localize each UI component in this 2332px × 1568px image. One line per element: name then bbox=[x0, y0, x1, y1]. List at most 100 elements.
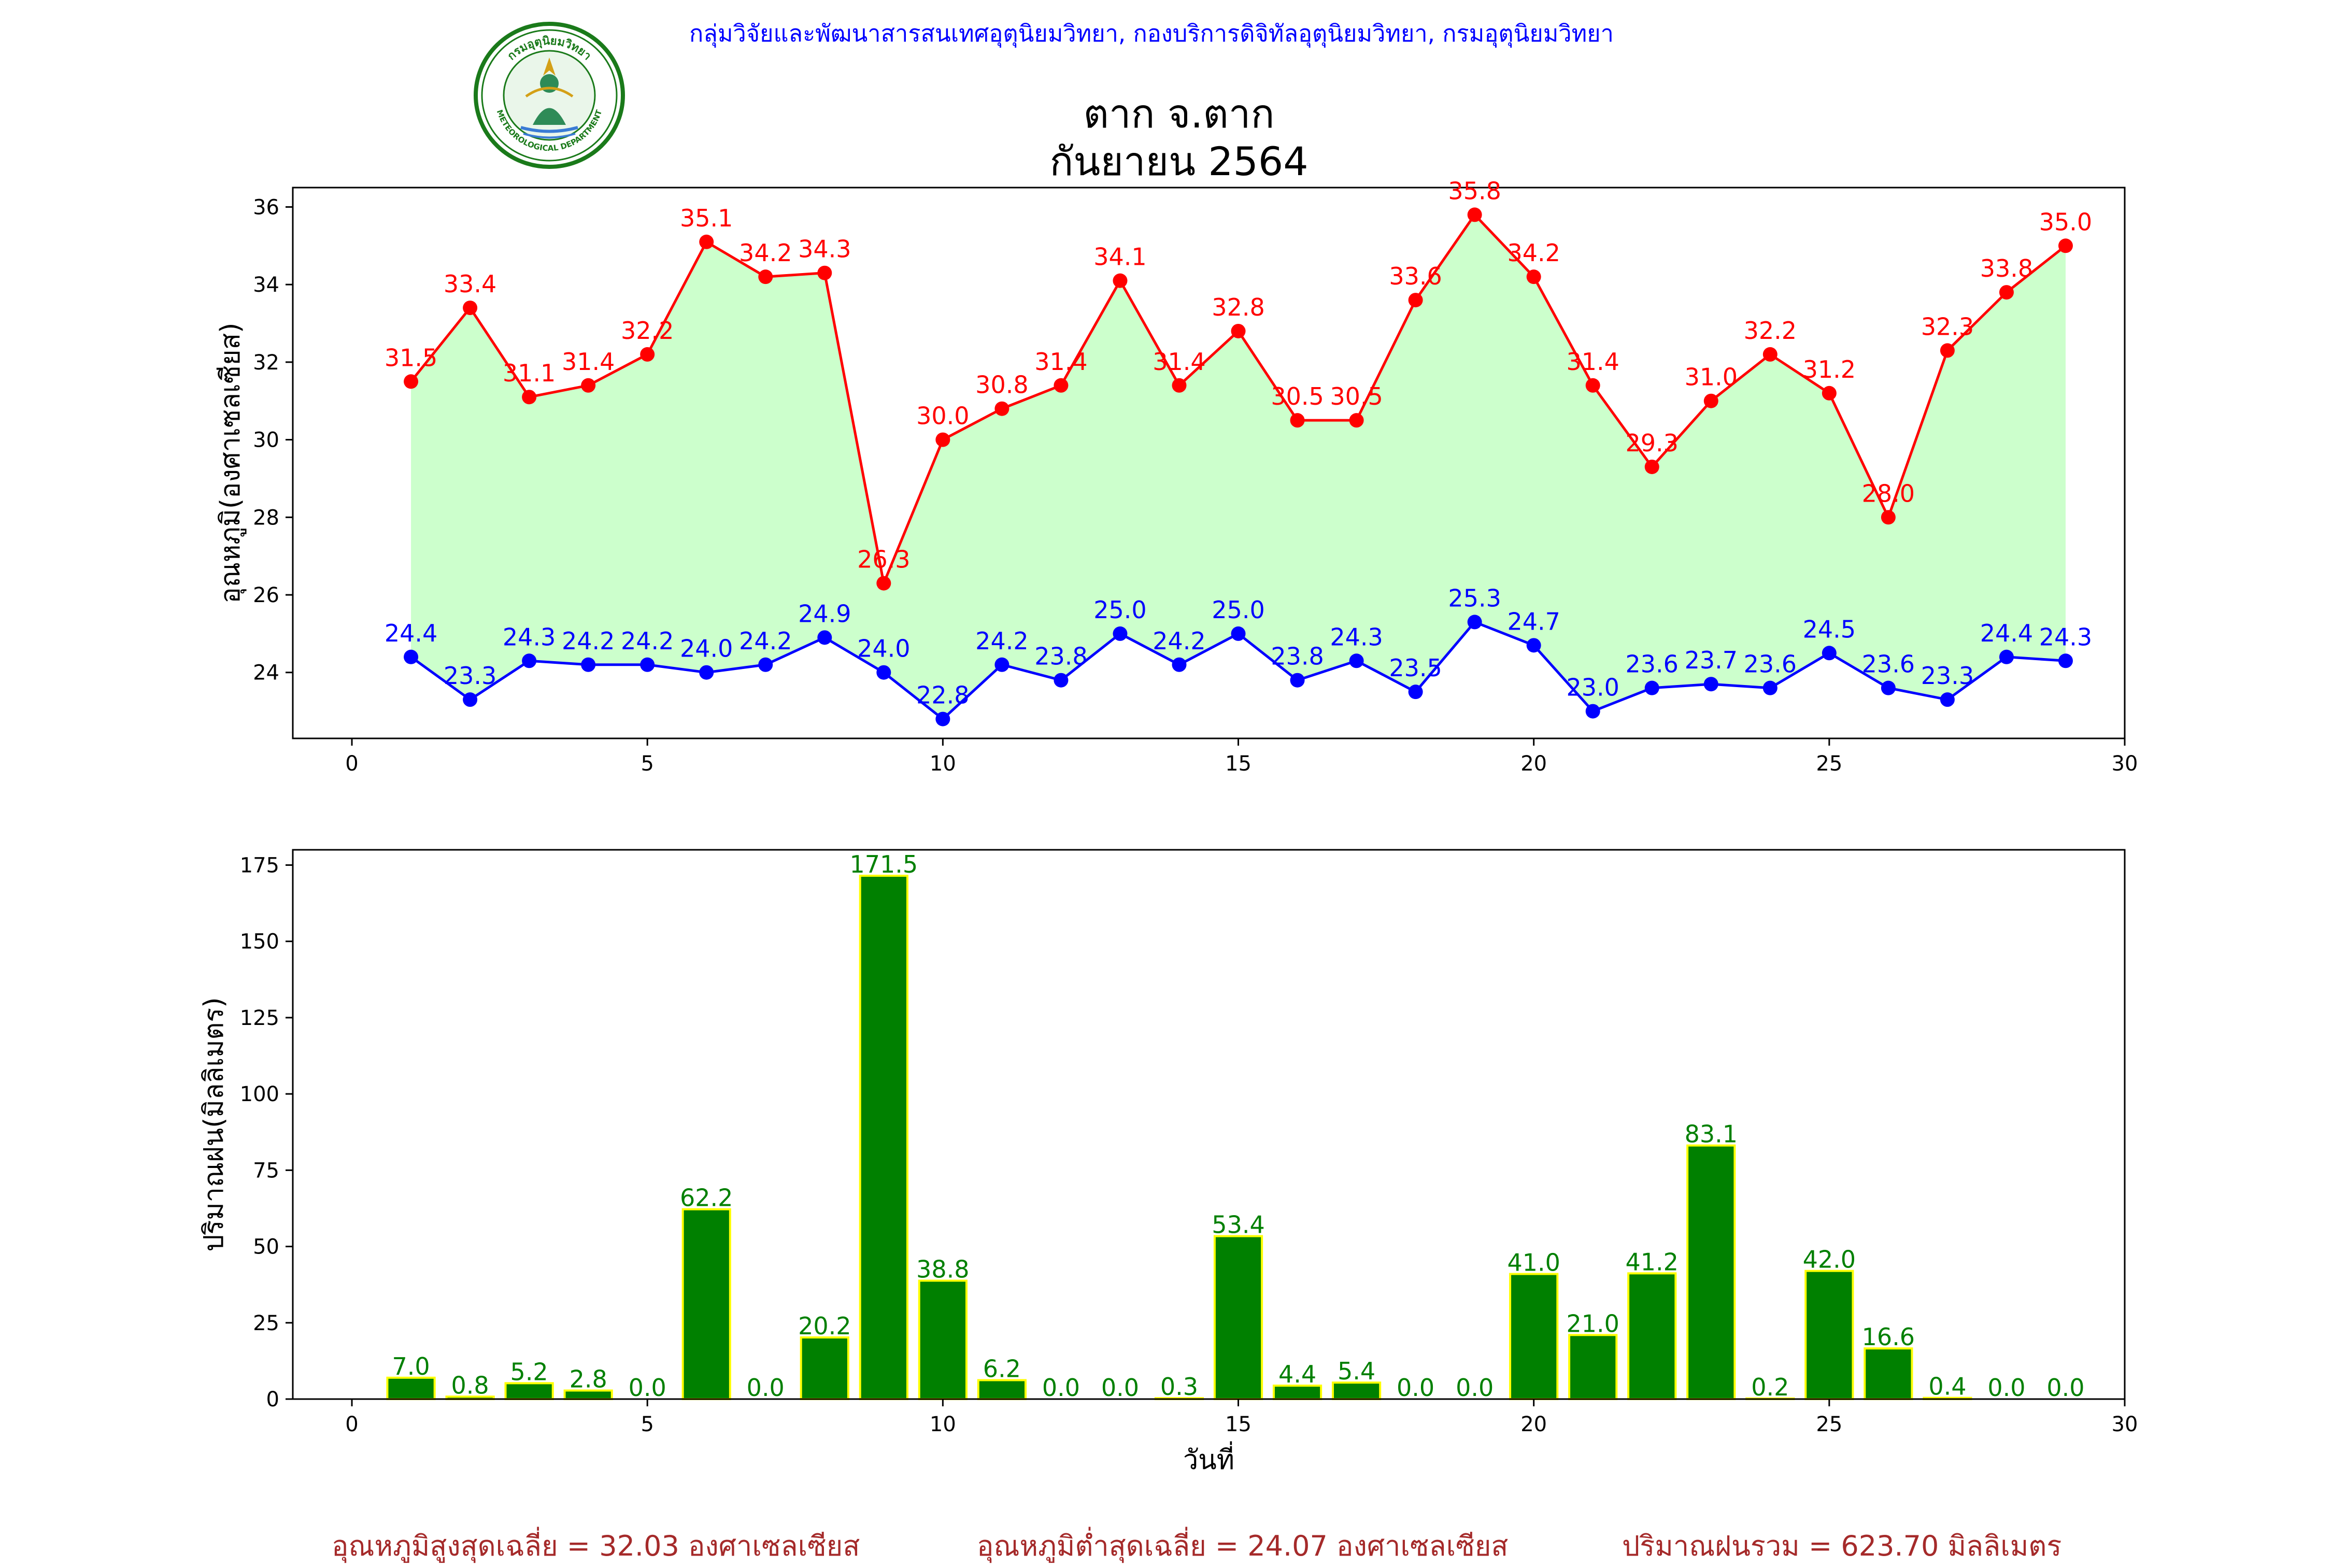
min-temp-point bbox=[758, 657, 773, 672]
min-temp-point bbox=[1881, 680, 1896, 695]
min-temp-data-label: 24.2 bbox=[739, 627, 792, 655]
min-temp-data-label: 23.3 bbox=[444, 662, 496, 690]
min-temp-point bbox=[1940, 692, 1955, 707]
max-temp-data-label: 30.8 bbox=[975, 371, 1028, 399]
min-temp-data-label: 24.3 bbox=[2039, 623, 2092, 651]
min-temp-point bbox=[1054, 673, 1069, 688]
rain-data-label: 38.8 bbox=[916, 1256, 969, 1284]
temp-y-tick-label: 32 bbox=[253, 351, 279, 375]
rain-y-tick-label: 100 bbox=[240, 1082, 279, 1106]
temp-y-tick-label: 34 bbox=[253, 273, 279, 297]
temp-y-tick-label: 26 bbox=[253, 583, 279, 607]
max-temp-data-label: 34.2 bbox=[1507, 239, 1560, 267]
max-temp-data-label: 33.4 bbox=[444, 270, 496, 298]
rain-data-label: 0.0 bbox=[2046, 1374, 2084, 1402]
max-temp-data-label: 32.2 bbox=[1744, 317, 1797, 345]
max-temp-data-label: 26.3 bbox=[857, 546, 910, 574]
min-temp-point bbox=[1703, 677, 1718, 692]
rain-plot-frame bbox=[292, 849, 2126, 1400]
temp-x-tick-label: 10 bbox=[930, 752, 956, 776]
max-temp-point bbox=[1999, 285, 2014, 300]
min-temp-point bbox=[1526, 638, 1541, 653]
department-header: กลุ่มวิจัยและพัฒนาสารสนเทศอุตุนิยมวิทยา,… bbox=[689, 20, 1614, 47]
min-temp-data-label: 25.3 bbox=[1448, 584, 1501, 612]
max-temp-point bbox=[1231, 323, 1246, 338]
rain-x-tick-label: 5 bbox=[641, 1413, 653, 1436]
rain-data-label: 41.0 bbox=[1507, 1249, 1560, 1277]
min-temp-data-label: 24.2 bbox=[1153, 627, 1205, 655]
rain-data-label: 0.0 bbox=[1101, 1374, 1139, 1402]
min-temp-data-label: 24.9 bbox=[798, 600, 851, 628]
rain-x-tick-label: 15 bbox=[1225, 1413, 1252, 1436]
rain-data-label: 0.2 bbox=[1751, 1373, 1789, 1401]
max-temp-point bbox=[1113, 273, 1128, 288]
rain-bar bbox=[918, 1279, 968, 1401]
rain-data-label: 2.8 bbox=[570, 1365, 607, 1393]
min-temp-point bbox=[1231, 626, 1246, 641]
min-temp-point bbox=[1999, 649, 2014, 664]
min-temp-data-label: 23.8 bbox=[1034, 643, 1087, 671]
max-temp-data-label: 29.3 bbox=[1626, 429, 1679, 457]
max-temp-point bbox=[935, 432, 950, 447]
min-temp-data-label: 23.6 bbox=[1862, 650, 1915, 678]
rain-y-tick-label: 150 bbox=[240, 930, 279, 954]
temp-y-tick-label: 28 bbox=[253, 506, 279, 530]
max-temp-data-label: 32.8 bbox=[1212, 293, 1264, 321]
max-temp-data-label: 35.0 bbox=[2039, 208, 2092, 236]
min-temp-data-label: 23.8 bbox=[1271, 643, 1324, 671]
rain-bar bbox=[1213, 1235, 1263, 1401]
rain-data-label: 0.3 bbox=[1160, 1373, 1198, 1401]
max-temp-data-label: 35.8 bbox=[1448, 177, 1501, 205]
rain-data-label: 5.4 bbox=[1338, 1357, 1375, 1385]
min-temp-data-label: 22.8 bbox=[916, 681, 969, 709]
min-temp-point bbox=[404, 649, 419, 664]
min-temp-point bbox=[1172, 657, 1187, 672]
rain-data-label: 0.0 bbox=[1397, 1374, 1434, 1402]
min-temp-data-label: 23.7 bbox=[1685, 646, 1738, 674]
max-temp-data-label: 33.6 bbox=[1389, 262, 1442, 290]
rain-bar bbox=[504, 1382, 554, 1400]
max-temp-data-label: 31.0 bbox=[1685, 363, 1738, 391]
min-temp-data-label: 24.0 bbox=[857, 635, 910, 663]
min-temp-data-label: 24.2 bbox=[975, 627, 1028, 655]
rain-x-tick-label: 10 bbox=[930, 1413, 956, 1436]
max-temp-data-label: 30.0 bbox=[916, 402, 969, 430]
rain-data-label: 53.4 bbox=[1212, 1211, 1264, 1239]
max-temp-point bbox=[2058, 238, 2073, 253]
min-temp-point bbox=[817, 630, 832, 645]
meteorological-department-logo: กรมอุตุนิยมวิทยา METEOROLOGICAL DEPARTME… bbox=[474, 22, 625, 169]
rain-bar bbox=[800, 1336, 849, 1400]
min-temp-point bbox=[1585, 704, 1600, 719]
min-temp-data-label: 25.0 bbox=[1093, 596, 1146, 624]
max-temp-data-label: 34.3 bbox=[798, 235, 851, 263]
temp-x-tick-label: 30 bbox=[2112, 752, 2138, 776]
min-temp-data-label: 24.2 bbox=[621, 627, 674, 655]
max-temp-point bbox=[1822, 386, 1837, 401]
rain-data-label: 7.0 bbox=[392, 1352, 430, 1380]
max-temp-point bbox=[876, 576, 891, 591]
rain-y-tick-label: 175 bbox=[240, 853, 279, 877]
rain-data-label: 4.4 bbox=[1278, 1360, 1316, 1388]
rain-bar bbox=[386, 1376, 436, 1401]
temp-x-tick-label: 25 bbox=[1816, 752, 1842, 776]
rain-y-tick-label: 75 bbox=[253, 1159, 279, 1182]
chart-title-month: กันยายน 2564 bbox=[1049, 138, 1309, 184]
temp-plot-frame bbox=[292, 187, 2126, 739]
rain-data-label: 0.4 bbox=[1928, 1373, 1966, 1401]
max-temp-data-label: 34.2 bbox=[739, 239, 792, 267]
max-temp-point bbox=[1881, 510, 1896, 525]
temperature-y-axis-label: อุณหภูมิ(องศาเซลเซียส) bbox=[215, 323, 247, 604]
min-temp-point bbox=[1467, 615, 1482, 630]
footer-avg-max-temp: อุณหภูมิสูงสุดเฉลี่ย = 32.03 องศาเซลเซีย… bbox=[332, 1530, 860, 1562]
max-temp-data-label: 33.8 bbox=[1980, 254, 2033, 282]
max-temp-point bbox=[1762, 347, 1778, 362]
max-temp-data-label: 32.2 bbox=[621, 317, 674, 345]
rain-bar bbox=[1804, 1270, 1854, 1401]
temp-y-tick-label: 30 bbox=[253, 429, 279, 452]
rain-y-tick-label: 25 bbox=[253, 1312, 279, 1335]
max-temp-point bbox=[1054, 378, 1069, 393]
min-temp-data-label: 24.3 bbox=[503, 623, 556, 651]
rain-data-label: 16.6 bbox=[1862, 1323, 1915, 1351]
rain-data-label: 0.0 bbox=[629, 1374, 666, 1402]
min-temp-point bbox=[1822, 646, 1837, 661]
